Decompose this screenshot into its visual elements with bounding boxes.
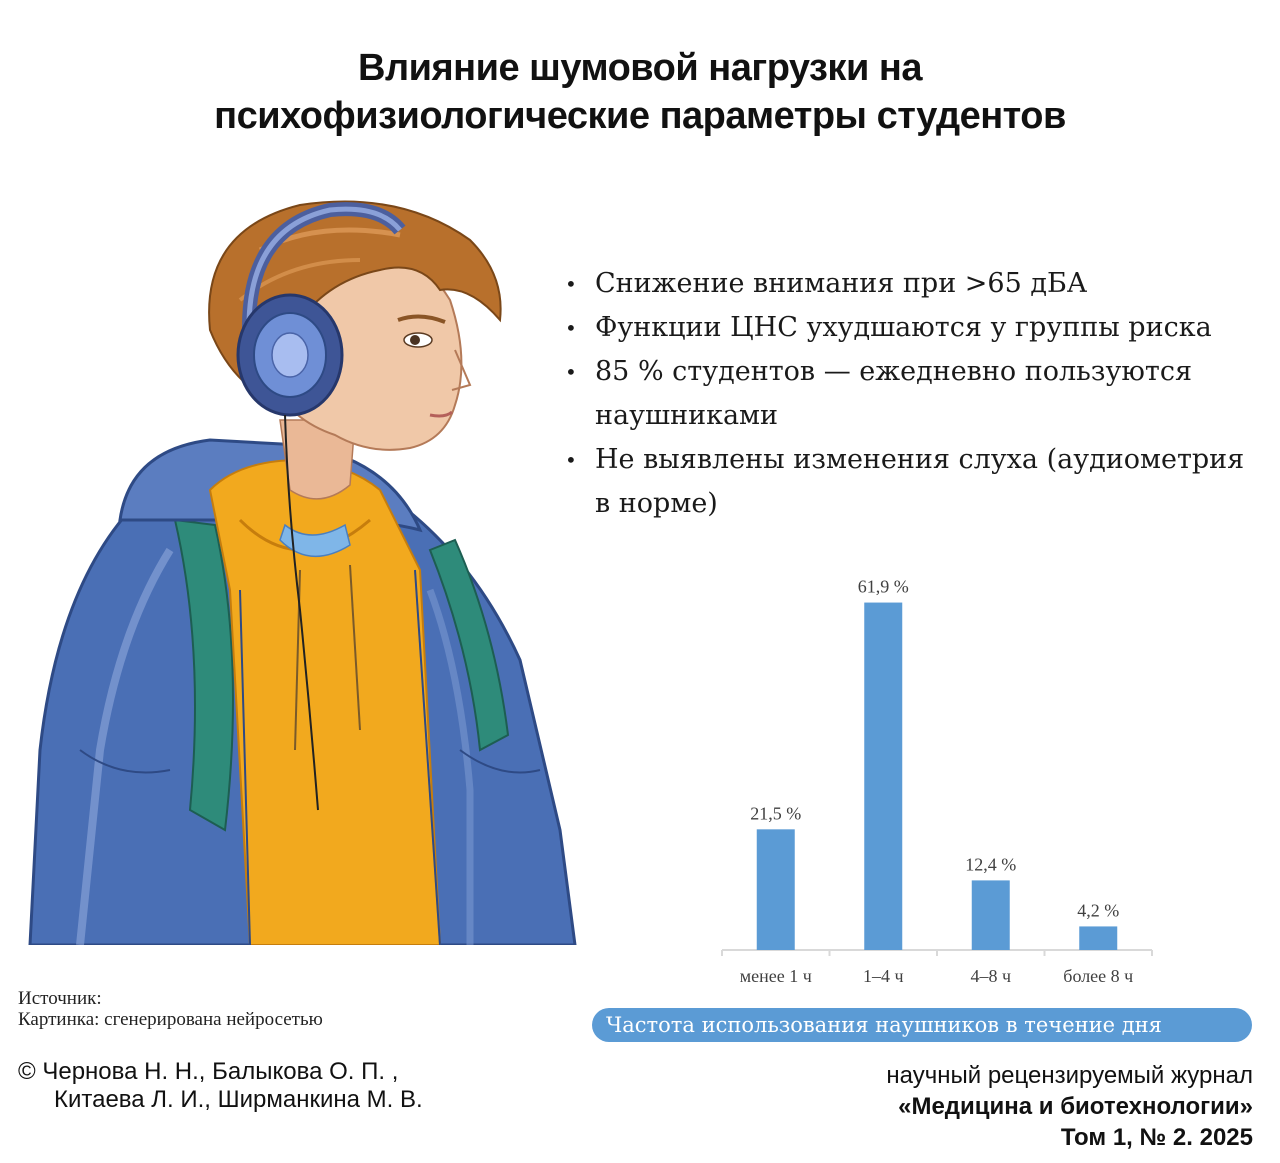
authors: © Чернова Н. Н., Балыкова О. П. , Китаев…	[18, 1058, 423, 1114]
category-label: 1–4 ч	[863, 966, 904, 986]
bullet-icon: •	[565, 448, 577, 472]
page-title: Влияние шумовой нагрузки на психофизиоло…	[0, 44, 1280, 140]
data-label: 12,4 %	[965, 854, 1016, 874]
finding-text: 85 % студентов — ежедневно пользуются на…	[595, 356, 1193, 431]
finding-text: Снижение внимания при >65 дБА	[595, 268, 1088, 299]
finding-item: • 85 % студентов — ежедневно пользуются н…	[563, 350, 1263, 438]
category-label: более 8 ч	[1063, 966, 1133, 986]
key-findings-list: • Снижение внимания при >65 дБА • Функции …	[563, 262, 1263, 526]
chart-title: Частота использования наушников в течени…	[592, 1008, 1252, 1042]
journal-name: «Медицина и биотехнологии»	[898, 1093, 1253, 1120]
category-label: 4–8 ч	[970, 966, 1011, 986]
finding-item: • Не выявлены изменения слуха (аудиометри…	[563, 438, 1263, 526]
headphone-usage-bar-chart: 21,5 % менее 1 ч 61,9 % 1–4 ч 12,4 % 4–8 ч 4,2…	[721, 577, 1153, 986]
journal-info: научный рецензируемый журнал «Медицина и…	[886, 1060, 1253, 1153]
finding-item: • Функции ЦНС ухудшаются у группы риска	[563, 306, 1263, 350]
title-line-1: Влияние шумовой нагрузки на	[358, 47, 922, 89]
title-line-2: психофизиологические параметры студентов	[214, 95, 1066, 137]
journal-issue: Том 1, № 2. 2025	[1060, 1124, 1253, 1151]
authors-line-2: Китаева Л. И., Ширманкина М. В.	[54, 1086, 423, 1113]
bar	[971, 880, 1010, 950]
authors-line-1: © Чернова Н. Н., Балыкова О. П. ,	[18, 1058, 399, 1085]
bullet-icon: •	[565, 360, 577, 384]
bar	[756, 829, 795, 950]
source-label: Источник:	[18, 988, 102, 1009]
bar	[1079, 926, 1118, 950]
image-source: Источник: Картинка: сгенерирована нейрос…	[18, 988, 323, 1030]
source-text: Картинка: сгенерирована нейросетью	[18, 1009, 323, 1030]
data-label: 4,2 %	[1077, 900, 1119, 920]
bullet-icon: •	[565, 272, 577, 296]
journal-type: научный рецензируемый журнал	[886, 1062, 1253, 1089]
category-label: менее 1 ч	[740, 966, 812, 986]
data-label: 61,9 %	[858, 577, 909, 597]
student-with-headphones-illustration	[28, 200, 577, 945]
finding-text: Функции ЦНС ухудшаются у группы риска	[595, 312, 1212, 343]
finding-item: • Снижение внимания при >65 дБА	[563, 262, 1263, 306]
bullet-icon: •	[565, 316, 577, 340]
finding-text: Не выявлены изменения слуха (аудиометрия…	[595, 444, 1245, 519]
bar	[864, 602, 903, 950]
data-label: 21,5 %	[750, 803, 801, 823]
